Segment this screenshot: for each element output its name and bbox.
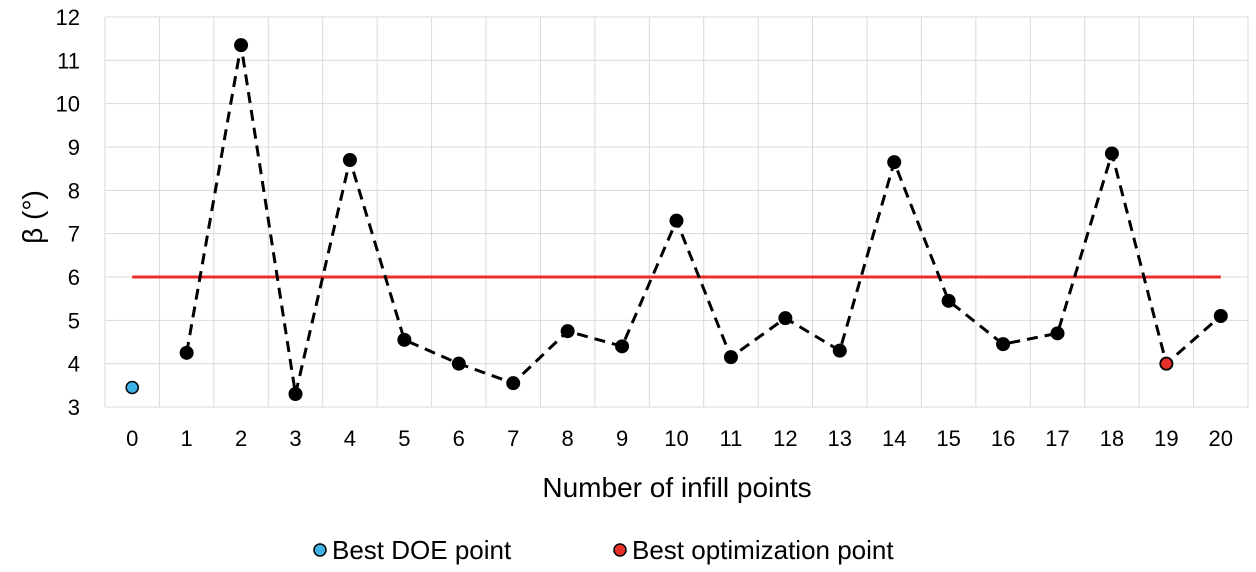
infill-point bbox=[1213, 309, 1228, 323]
infill-point bbox=[723, 350, 738, 365]
best-optimization-point bbox=[1159, 356, 1174, 371]
x-tick-label: 5 bbox=[398, 426, 410, 451]
infill-series-line bbox=[185, 44, 1222, 395]
x-axis-title: Number of infill points bbox=[542, 472, 811, 503]
infill-point bbox=[397, 332, 412, 347]
infill-point bbox=[996, 337, 1011, 352]
y-tick-label: 5 bbox=[68, 308, 80, 333]
x-tick-label: 11 bbox=[720, 426, 743, 451]
x-tick-label: 1 bbox=[181, 426, 193, 451]
infill-point bbox=[1050, 326, 1065, 341]
y-tick-label: 3 bbox=[68, 395, 80, 420]
legend-marker-best-doe bbox=[313, 543, 327, 557]
y-tick-label: 7 bbox=[68, 222, 80, 247]
legend-marker-best-optimization bbox=[613, 543, 627, 557]
x-tick-label: 12 bbox=[773, 426, 797, 451]
y-tick-label: 11 bbox=[57, 48, 80, 73]
infill-point bbox=[669, 213, 684, 228]
infill-point bbox=[1104, 146, 1119, 161]
legend-label-best-optimization: Best optimization point bbox=[632, 535, 894, 565]
x-tick-labels: 0 1 2 3 4 5 6 7 8 9 10 11 12 13 14 15 16 17 18 19 20 bbox=[126, 426, 1233, 451]
y-axis-title: β (°) bbox=[17, 190, 48, 244]
x-tick-label: 10 bbox=[664, 426, 688, 451]
x-tick-label: 16 bbox=[991, 426, 1015, 451]
infill-point bbox=[887, 155, 902, 170]
x-tick-label: 14 bbox=[882, 426, 906, 451]
x-tick-label: 8 bbox=[562, 426, 574, 451]
y-tick-label: 10 bbox=[56, 92, 80, 117]
y-tick-label: 9 bbox=[68, 135, 80, 160]
y-tick-label: 8 bbox=[68, 178, 80, 203]
x-tick-label: 18 bbox=[1100, 426, 1124, 451]
x-tick-label: 0 bbox=[126, 426, 138, 451]
x-tick-label: 6 bbox=[453, 426, 465, 451]
infill-point bbox=[832, 343, 847, 358]
series-group bbox=[125, 38, 1228, 401]
y-tick-label: 6 bbox=[68, 265, 80, 290]
infill-point bbox=[506, 376, 521, 391]
infill-point bbox=[288, 387, 303, 401]
x-tick-label: 7 bbox=[507, 426, 519, 451]
y-tick-labels: 3 4 5 6 7 8 9 10 11 12 bbox=[56, 5, 80, 420]
x-tick-label: 13 bbox=[828, 426, 852, 451]
legend-label-best-doe: Best DOE point bbox=[332, 535, 512, 565]
x-tick-label: 4 bbox=[344, 426, 356, 451]
x-tick-label: 9 bbox=[616, 426, 628, 451]
infill-point bbox=[234, 38, 249, 53]
x-tick-label: 17 bbox=[1045, 426, 1069, 451]
best-doe-point bbox=[125, 380, 139, 395]
infill-point bbox=[615, 339, 630, 354]
y-tick-label: 4 bbox=[68, 352, 80, 377]
x-tick-label: 3 bbox=[289, 426, 301, 451]
infill-point bbox=[342, 153, 357, 167]
infill-point bbox=[451, 356, 466, 371]
y-tick-label: 12 bbox=[56, 5, 80, 30]
infill-point bbox=[941, 293, 956, 308]
infill-point bbox=[560, 324, 575, 339]
legend: Best DOE point Best optimization point bbox=[313, 535, 894, 565]
infill-point bbox=[778, 311, 793, 326]
x-tick-label: 20 bbox=[1209, 426, 1233, 451]
x-tick-label: 15 bbox=[936, 426, 960, 451]
x-tick-label: 2 bbox=[235, 426, 247, 451]
x-tick-label: 19 bbox=[1154, 426, 1178, 451]
grid-lines bbox=[104, 16, 1249, 408]
infill-point bbox=[179, 345, 194, 360]
